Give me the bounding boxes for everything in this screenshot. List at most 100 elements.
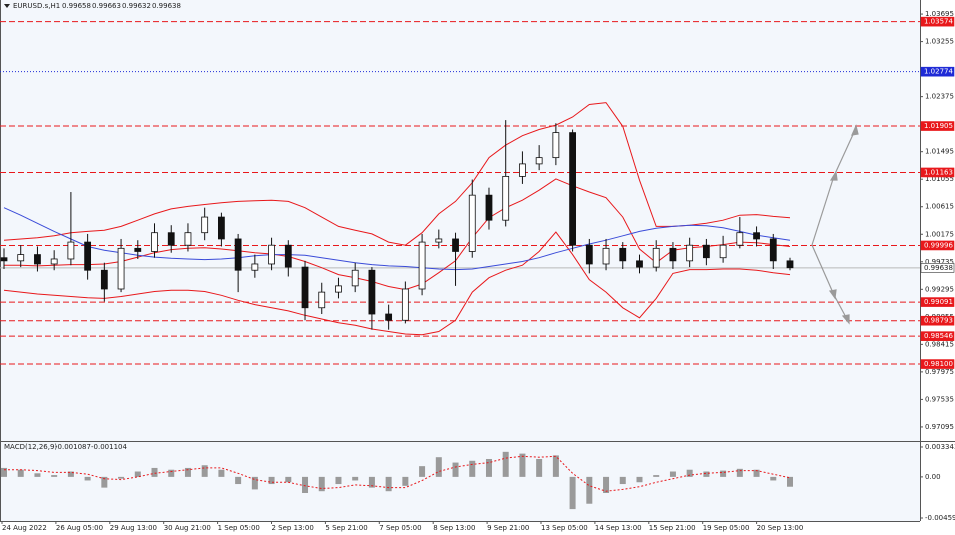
candle-body (385, 313, 393, 321)
candle-body (686, 244, 694, 262)
x-tick-label: 19 Sep 05:00 (703, 524, 750, 532)
macd-title: MACD(12,26,9) (4, 443, 57, 451)
menu-triangle[interactable] (4, 4, 10, 8)
level-label: 0.98100 (924, 360, 953, 368)
y-tick-label: 0.99295 (925, 285, 954, 293)
plot-background (0, 0, 920, 521)
candle-body (452, 238, 459, 252)
candle-body (167, 232, 175, 246)
projection-arrows (811, 124, 859, 325)
macd-bar (669, 471, 676, 477)
level-label-box (920, 263, 955, 273)
candle-body (134, 247, 142, 252)
level-label: 1.03574 (924, 18, 953, 26)
level-label-box (920, 297, 955, 307)
candle-body (769, 238, 777, 262)
level-label-box (920, 121, 955, 131)
macd-bar (335, 476, 342, 485)
candle-body (468, 194, 476, 252)
x-tick-label: 29 Aug 13:00 (110, 524, 157, 532)
macd-bar (84, 476, 91, 481)
level-label-box (920, 331, 955, 341)
x-tick-label: 15 Sep 21:00 (649, 524, 696, 532)
macd-bar (51, 475, 58, 477)
candle-body (184, 232, 192, 246)
header-value: -0.001104 (91, 443, 127, 451)
macd-bar (151, 467, 158, 477)
candle-body (652, 247, 660, 268)
level-label-box (920, 66, 955, 77)
macd-bar (536, 458, 543, 477)
macd-bar (753, 469, 760, 477)
y-tick-label: 0.98415 (925, 340, 954, 348)
macd-bar (201, 465, 208, 477)
candle-body (736, 232, 744, 246)
macd-bar (686, 469, 693, 477)
level-label-box (920, 315, 955, 326)
level-label: 0.99091 (924, 298, 953, 306)
level-label: 1.01163 (924, 168, 953, 176)
arrow-line (833, 127, 857, 177)
candle-body (619, 247, 627, 262)
indicator-line (3, 231, 791, 336)
x-tick-label: 20 Sep 13:00 (757, 524, 804, 532)
macd-bar (318, 476, 325, 492)
macd-bar (435, 457, 442, 477)
y-tick-label: 0.97095 (925, 423, 954, 431)
candle-body (17, 254, 25, 262)
candle-body (0, 257, 8, 262)
y-tick-label: 0.00 (925, 473, 941, 481)
candle-body (284, 244, 292, 268)
macd-bar (469, 460, 476, 477)
candle-body (218, 216, 225, 240)
macd-bar (302, 476, 309, 493)
macd-bar (787, 476, 793, 487)
y-tick-label: 1.00615 (925, 203, 954, 211)
candle-body (201, 216, 209, 234)
candle-body (418, 241, 426, 290)
macd-bar (34, 473, 41, 477)
y-tick-label: 1.01055 (925, 175, 954, 183)
header-value: 0.99632 (122, 2, 151, 10)
macd-bar (1, 467, 7, 477)
level-label: 0.99638 (924, 264, 953, 272)
arrow-head (828, 289, 837, 300)
candle-body (335, 285, 342, 293)
arrow-head (829, 170, 838, 181)
candle-body (636, 260, 643, 268)
candle-body (569, 132, 576, 246)
candle-body (268, 244, 275, 265)
level-label: 0.98793 (924, 317, 953, 325)
macd-bar (485, 458, 492, 477)
x-tick-label: 2 Sep 13:00 (272, 524, 314, 532)
macd-bar (218, 469, 225, 477)
candle-body (502, 175, 510, 221)
indicator-line (3, 207, 791, 271)
macd-bar (603, 476, 610, 493)
macd-bar (419, 466, 426, 477)
header-value: 0.99638 (152, 2, 181, 10)
candle-body (151, 232, 158, 252)
level-label-box (920, 16, 955, 27)
x-tick-label: 5 Sep 21:00 (325, 524, 367, 532)
candle-body (552, 132, 560, 159)
candle-body (602, 247, 610, 265)
indicator-line (3, 102, 791, 246)
x-tick-label: 8 Sep 13:00 (433, 524, 475, 532)
arrow-line (811, 244, 835, 296)
candle-body (234, 238, 242, 271)
macd-bar (552, 455, 559, 477)
candle-body (702, 244, 710, 259)
candle-body (786, 260, 794, 269)
macd-bar (235, 476, 242, 485)
macd-bar (17, 469, 24, 477)
candle-body (318, 291, 326, 309)
candle-body (34, 254, 41, 265)
candle-body (84, 241, 92, 271)
x-tick-label: 7 Sep 05:00 (379, 524, 421, 532)
y-tick-label: 1.03695 (925, 10, 954, 18)
x-tick-label: 30 Aug 21:00 (164, 524, 211, 532)
macd-signal (4, 455, 791, 492)
